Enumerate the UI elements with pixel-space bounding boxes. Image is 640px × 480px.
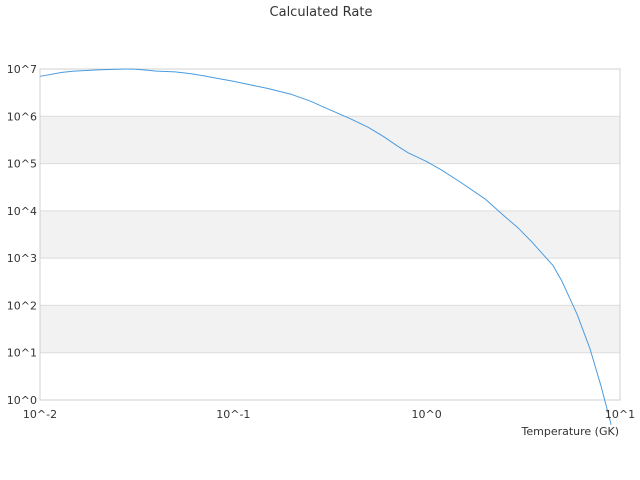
y-tick-label: 10^0 bbox=[7, 394, 37, 407]
y-tick-label: 10^4 bbox=[7, 205, 37, 218]
plot-band bbox=[40, 163, 620, 211]
y-axis-ticks: 10^0 10^1 10^2 10^3 10^4 10^5 10^6 10^7 bbox=[7, 63, 37, 407]
y-tick-label: 10^1 bbox=[7, 347, 37, 360]
x-tick-label: 10^1 bbox=[605, 408, 635, 421]
gridlines bbox=[40, 68, 620, 401]
x-tick-label: 10^-1 bbox=[216, 408, 250, 421]
y-tick-label: 10^7 bbox=[7, 63, 37, 76]
y-tick-label: 10^2 bbox=[7, 299, 37, 312]
y-tick-label: 10^6 bbox=[7, 110, 37, 123]
plot-band bbox=[40, 210, 620, 259]
chart-title: Calculated Rate bbox=[270, 5, 373, 20]
plot-background bbox=[40, 69, 620, 400]
plot-band bbox=[40, 258, 620, 306]
rate-series-line bbox=[39, 68, 612, 425]
plot-band bbox=[40, 69, 620, 117]
x-axis-title: Temperature (GK) bbox=[521, 425, 620, 438]
y-tick-label: 10^5 bbox=[7, 158, 37, 171]
plot-band bbox=[40, 305, 620, 353]
x-axis-ticks: 10^-2 10^-1 10^0 10^1 bbox=[23, 408, 635, 421]
x-tick-label: 10^-2 bbox=[23, 408, 57, 421]
plot-area-border bbox=[39, 68, 621, 401]
plot-band bbox=[40, 352, 620, 400]
plot-band bbox=[40, 116, 620, 164]
y-tick-label: 10^3 bbox=[7, 252, 37, 265]
x-tick-label: 10^0 bbox=[412, 408, 442, 421]
series-layer bbox=[39, 68, 612, 425]
